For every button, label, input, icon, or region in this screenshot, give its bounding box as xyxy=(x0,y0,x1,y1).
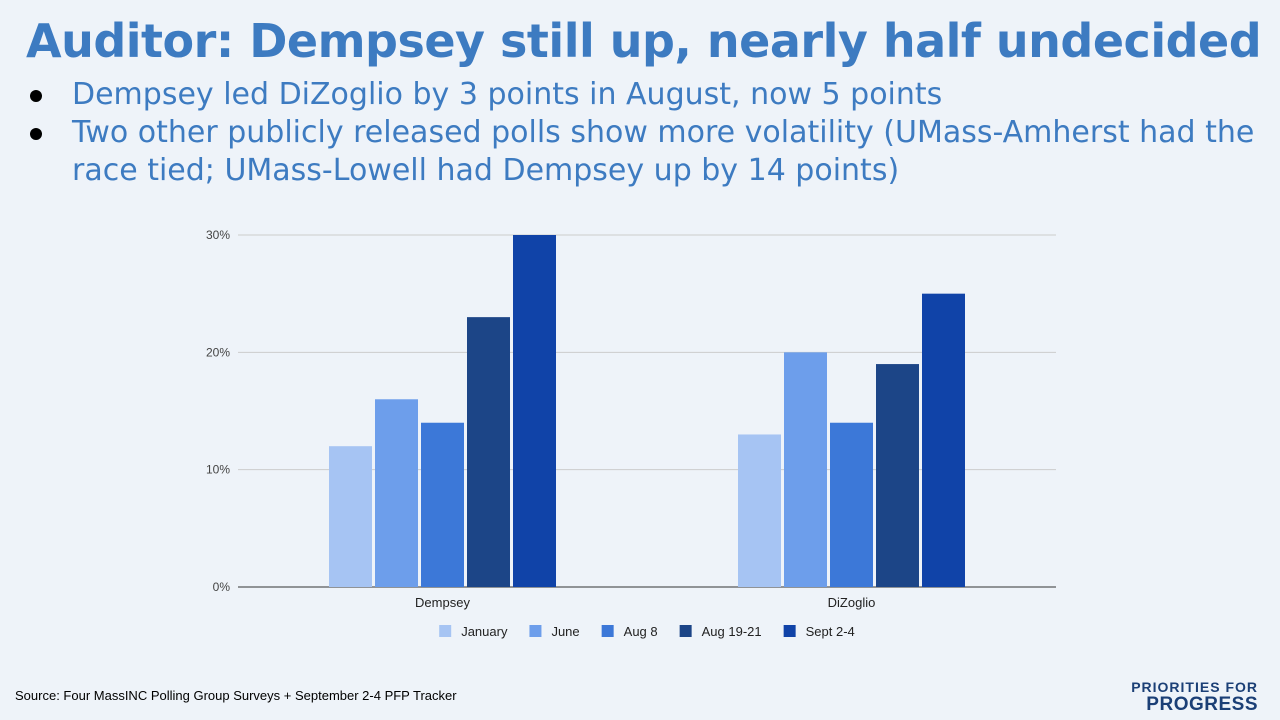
brand-logo: PRIORITIES FOR PROGRESS xyxy=(1131,678,1258,714)
bullet-item: Dempsey led DiZoglio by 3 points in Augu… xyxy=(26,76,1261,114)
source-note: Source: Four MassINC Polling Group Surve… xyxy=(15,688,457,703)
logo-line-2: PROGRESS xyxy=(1146,694,1258,715)
bar xyxy=(421,422,464,587)
y-tick-label: 30% xyxy=(206,228,230,242)
x-tick-label: DiZoglio xyxy=(828,595,876,610)
bullet-list: Dempsey led DiZoglio by 3 points in Augu… xyxy=(26,76,1261,190)
legend-swatch xyxy=(439,625,452,637)
legend-swatch xyxy=(679,625,692,637)
bar xyxy=(375,399,418,587)
bullet-text: Dempsey led DiZoglio by 3 points in Augu… xyxy=(72,77,943,112)
y-tick-label: 0% xyxy=(213,580,231,594)
legend-swatch xyxy=(783,625,796,637)
y-tick-label: 20% xyxy=(206,345,230,359)
bullet-item: Two other publicly released polls show m… xyxy=(26,114,1261,190)
bar xyxy=(784,352,827,587)
legend-swatch xyxy=(601,625,614,637)
bar xyxy=(830,422,873,587)
bullet-dot-icon xyxy=(30,128,42,140)
legend-label: Aug 19-21 xyxy=(702,624,762,639)
bar xyxy=(738,434,781,587)
y-tick-label: 10% xyxy=(206,463,230,477)
slide-title: Auditor: Dempsey still up, nearly half u… xyxy=(26,14,1262,68)
logo-line-1: PRIORITIES FOR xyxy=(1131,679,1258,695)
legend-label: January xyxy=(461,624,508,639)
legend-label: June xyxy=(551,624,579,639)
bar xyxy=(876,364,919,587)
bar xyxy=(467,317,510,587)
legend-label: Aug 8 xyxy=(624,624,658,639)
bar xyxy=(329,446,372,587)
legend-label: Sept 2-4 xyxy=(806,624,855,639)
bar xyxy=(513,235,556,587)
x-tick-label: Dempsey xyxy=(415,595,470,610)
bullet-text: Two other publicly released polls show m… xyxy=(72,115,1255,188)
bullet-dot-icon xyxy=(30,90,42,102)
bar xyxy=(922,293,965,587)
legend-swatch xyxy=(529,625,542,637)
